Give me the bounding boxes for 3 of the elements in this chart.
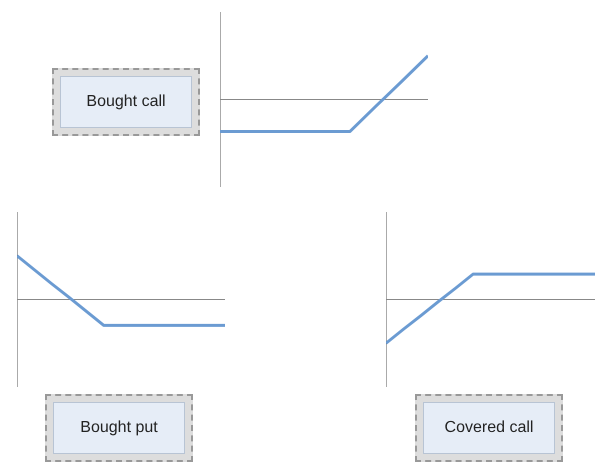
text: Bought put [53, 402, 185, 454]
text: Bought call [60, 76, 192, 128]
text: Covered call [423, 402, 555, 454]
